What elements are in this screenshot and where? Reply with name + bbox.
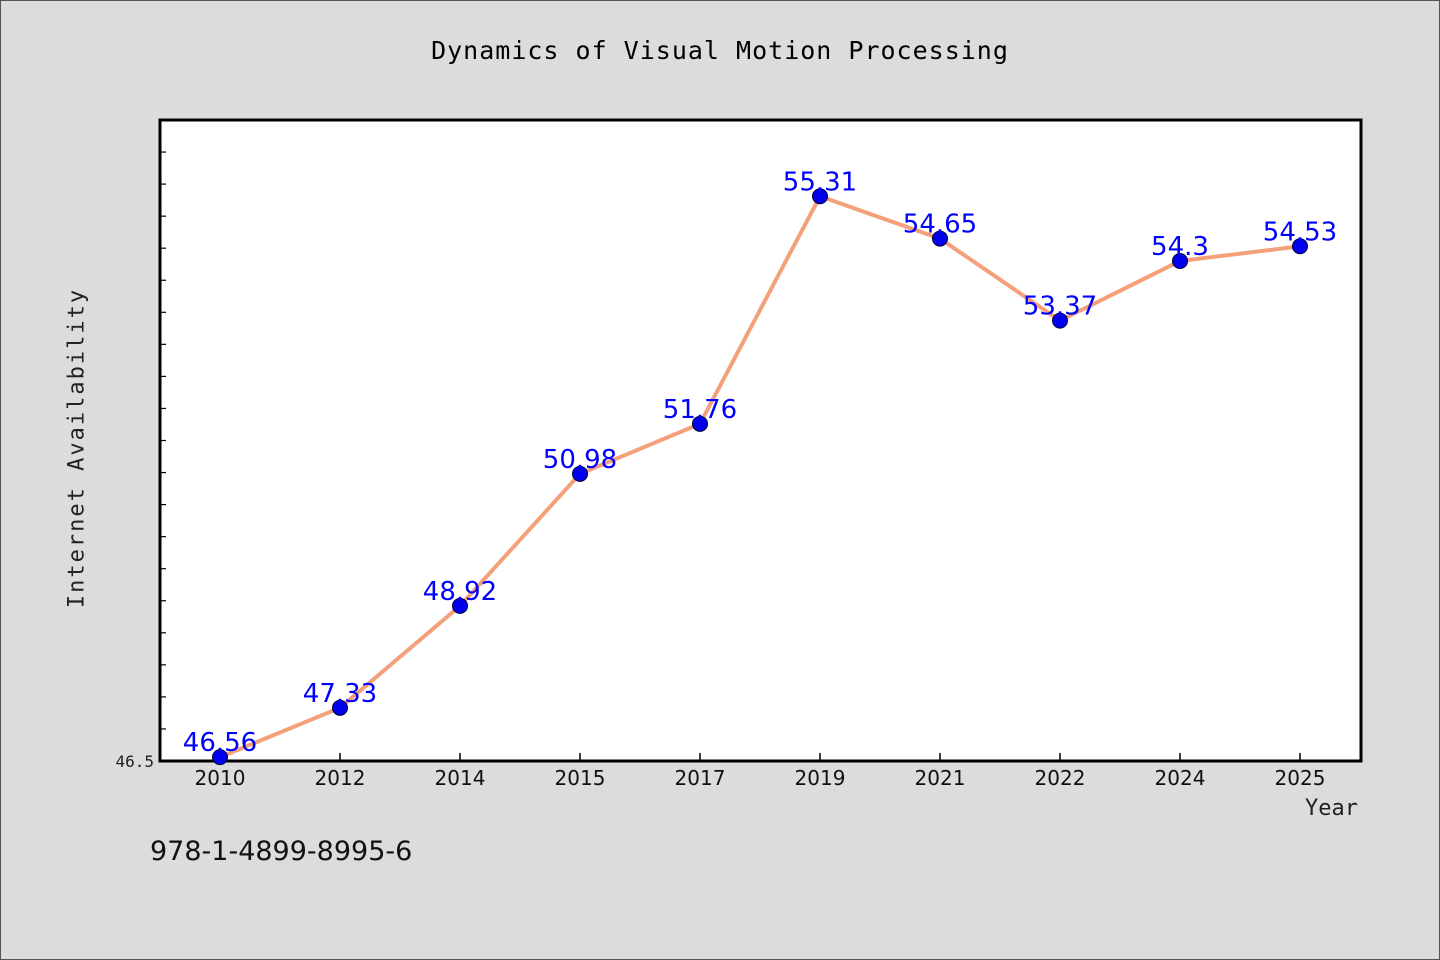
series-markers bbox=[212, 188, 1308, 766]
series-lines bbox=[219, 194, 1301, 760]
data-label: 46.56 bbox=[183, 728, 257, 758]
y-tick-label: 46.5 bbox=[115, 752, 154, 771]
data-label: 50.98 bbox=[543, 445, 617, 475]
data-label: 48.92 bbox=[423, 577, 497, 607]
data-label: 55.31 bbox=[783, 167, 857, 197]
data-point bbox=[1052, 312, 1068, 329]
chart-title: Dynamics of Visual Motion Processing bbox=[431, 36, 1009, 65]
x-tick-label: 2010 bbox=[195, 766, 246, 790]
y-axis-ticks: 46.5 bbox=[115, 119, 166, 771]
data-point bbox=[572, 465, 588, 482]
data-label: 54.53 bbox=[1263, 217, 1337, 247]
data-point bbox=[212, 749, 228, 766]
data-labels: 46.56 47.33 48.92 50.98 51.76 55.31 54.65 53.37… bbox=[183, 167, 1337, 758]
footer-code: 978-1-4899-8995-6 bbox=[150, 836, 413, 867]
data-label: 53.37 bbox=[1023, 292, 1097, 322]
data-label: 47.33 bbox=[303, 679, 377, 709]
plot-area bbox=[158, 118, 1363, 763]
data-label: 54.65 bbox=[903, 210, 977, 240]
x-tick-label: 2022 bbox=[1035, 766, 1086, 790]
x-tick-label: 2024 bbox=[1155, 766, 1206, 790]
x-tick-label: 2025 bbox=[1275, 766, 1326, 790]
x-axis-label: Year bbox=[1305, 796, 1358, 821]
data-point bbox=[1292, 238, 1308, 255]
data-point bbox=[812, 188, 828, 205]
series-line bbox=[219, 194, 1301, 760]
data-point bbox=[932, 230, 948, 247]
data-point bbox=[452, 597, 468, 614]
x-tick-label: 2017 bbox=[675, 766, 726, 790]
data-point bbox=[332, 699, 348, 716]
data-point bbox=[1172, 253, 1188, 270]
data-label: 51.76 bbox=[663, 395, 737, 425]
y-axis-label: Internet Availability bbox=[64, 287, 90, 609]
x-tick-label: 2015 bbox=[555, 766, 606, 790]
x-tick-label: 2014 bbox=[435, 766, 486, 790]
x-tick-label: 2012 bbox=[315, 766, 366, 790]
x-tick-label: 2021 bbox=[915, 766, 966, 790]
data-label: 54.3 bbox=[1151, 232, 1209, 262]
x-tick-label: 2019 bbox=[795, 766, 846, 790]
data-point bbox=[692, 415, 708, 432]
x-axis-ticks: 2010 2012 2014 2015 2017 2019 2021 2022 2024 2025 bbox=[195, 753, 1326, 790]
